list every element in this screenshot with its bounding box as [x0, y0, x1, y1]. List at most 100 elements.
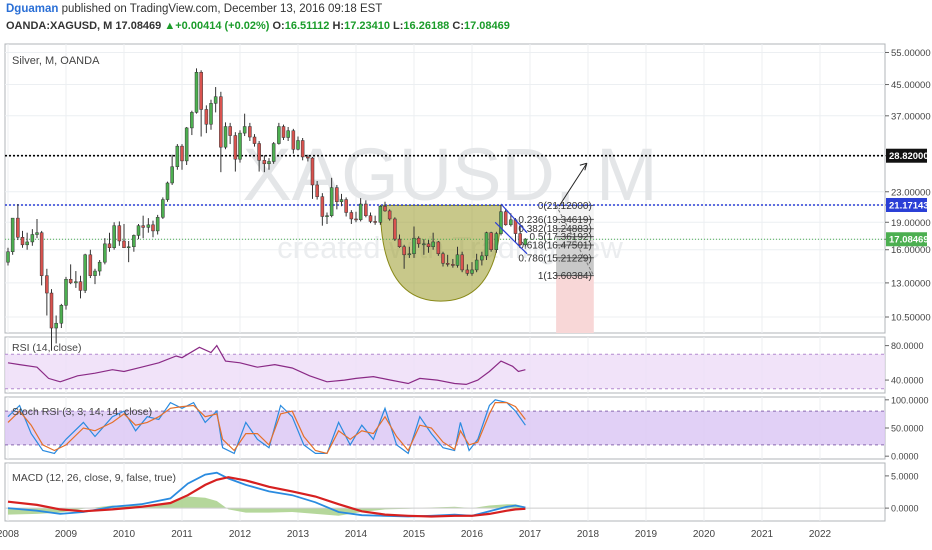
candle: [213, 96, 218, 104]
candle: [136, 225, 141, 236]
publish-text: published on TradingView.com, December 1…: [58, 3, 383, 15]
open-value: 16.51112: [284, 20, 330, 32]
x-tick-label: 2018: [577, 529, 600, 540]
candle: [35, 232, 39, 235]
candle: [199, 71, 203, 110]
x-tick-label: 2009: [55, 529, 78, 540]
candle: [368, 215, 373, 222]
fib-band: [556, 228, 594, 237]
candle: [402, 246, 406, 256]
y-tick-label: 55.00000: [891, 48, 931, 59]
y-tick-label: 0.0000: [891, 504, 919, 514]
pane-macd: [4, 462, 886, 522]
x-tick-label: 2019: [635, 529, 658, 540]
candle: [271, 143, 276, 162]
candle: [233, 135, 238, 160]
fib-extension-zone: [556, 275, 594, 333]
candle: [460, 254, 464, 271]
y-tick-label: 16.00000: [891, 245, 931, 256]
low-value: 16.26188: [403, 20, 450, 32]
fib-label: 0.5(17.36192): [530, 232, 592, 243]
candle: [103, 243, 107, 263]
candle: [445, 263, 450, 265]
y-tick-label: 40.0000: [891, 376, 924, 386]
candle: [170, 166, 174, 184]
y-tick-label: 19.00000: [891, 218, 931, 229]
candle: [252, 136, 257, 144]
candle: [25, 241, 29, 246]
ohlc-header: OANDA:XAGUSD, M 17.08469 ▲+0.00414 (+0.0…: [6, 20, 510, 32]
candle: [238, 132, 242, 160]
price-badge-label: 28.82000: [889, 151, 929, 162]
x-tick-label: 2016: [461, 529, 484, 540]
candle: [242, 126, 247, 134]
candle: [45, 275, 49, 294]
candle: [455, 254, 460, 266]
candle: [74, 281, 78, 284]
candle: [431, 241, 435, 248]
y-tick-label: 10.50000: [891, 313, 931, 324]
candle: [480, 255, 484, 261]
candle: [49, 292, 54, 329]
rsi-line: [7, 344, 526, 386]
candle: [373, 221, 377, 223]
candle: [194, 71, 199, 113]
candle: [484, 232, 489, 257]
candle: [107, 243, 112, 248]
candle: [397, 238, 402, 248]
candle: [219, 96, 223, 148]
candle: [97, 261, 102, 272]
fib-band: [556, 245, 594, 258]
candle: [141, 225, 145, 228]
symbol-label: OANDA:XAGUSD, M: [6, 20, 113, 32]
candle: [132, 235, 136, 248]
candle: [64, 279, 68, 306]
candle: [117, 225, 122, 242]
candle: [209, 103, 213, 125]
candle: [54, 322, 58, 329]
candle: [248, 126, 252, 138]
channel-bottom: [494, 221, 528, 255]
y-tick-label: 5.0000: [891, 471, 919, 481]
candle: [6, 251, 10, 263]
candle: [470, 269, 474, 274]
candle: [184, 127, 189, 162]
candle: [204, 109, 209, 125]
candle: [78, 281, 83, 291]
candle: [364, 203, 368, 216]
candle: [412, 237, 416, 255]
candle: [503, 211, 508, 226]
y-tick-label: 23.00000: [891, 187, 931, 198]
x-tick-label: 2021: [751, 529, 774, 540]
x-tick-label: 2017: [519, 529, 542, 540]
high-label: H:: [332, 20, 345, 32]
fib-label: 1(13.60384): [538, 271, 592, 282]
candle: [88, 254, 93, 276]
candle: [441, 253, 445, 264]
candle: [518, 233, 522, 246]
candle: [68, 279, 73, 284]
candle: [267, 161, 271, 165]
price-badge-resistance: [886, 148, 927, 163]
candle: [286, 130, 290, 138]
candle: [30, 234, 35, 243]
stoch-rsi-label: Stoch RSI (3, 3, 14, 14, close): [12, 406, 152, 418]
candle: [146, 224, 151, 228]
close-label: C:: [452, 20, 464, 32]
candle: [416, 237, 421, 245]
candle: [122, 240, 126, 248]
high-value: 17.23410: [344, 20, 390, 32]
candle: [59, 305, 64, 324]
candle: [335, 187, 339, 203]
candle: [523, 238, 528, 246]
candle: [329, 187, 334, 216]
candle: [393, 218, 397, 240]
candle: [296, 140, 300, 150]
candle: [175, 145, 180, 167]
candle: [10, 217, 15, 252]
candle: [126, 246, 131, 249]
candle: [93, 270, 97, 276]
projection-arrow: [558, 162, 588, 207]
author-link[interactable]: Dguaman: [6, 3, 59, 15]
